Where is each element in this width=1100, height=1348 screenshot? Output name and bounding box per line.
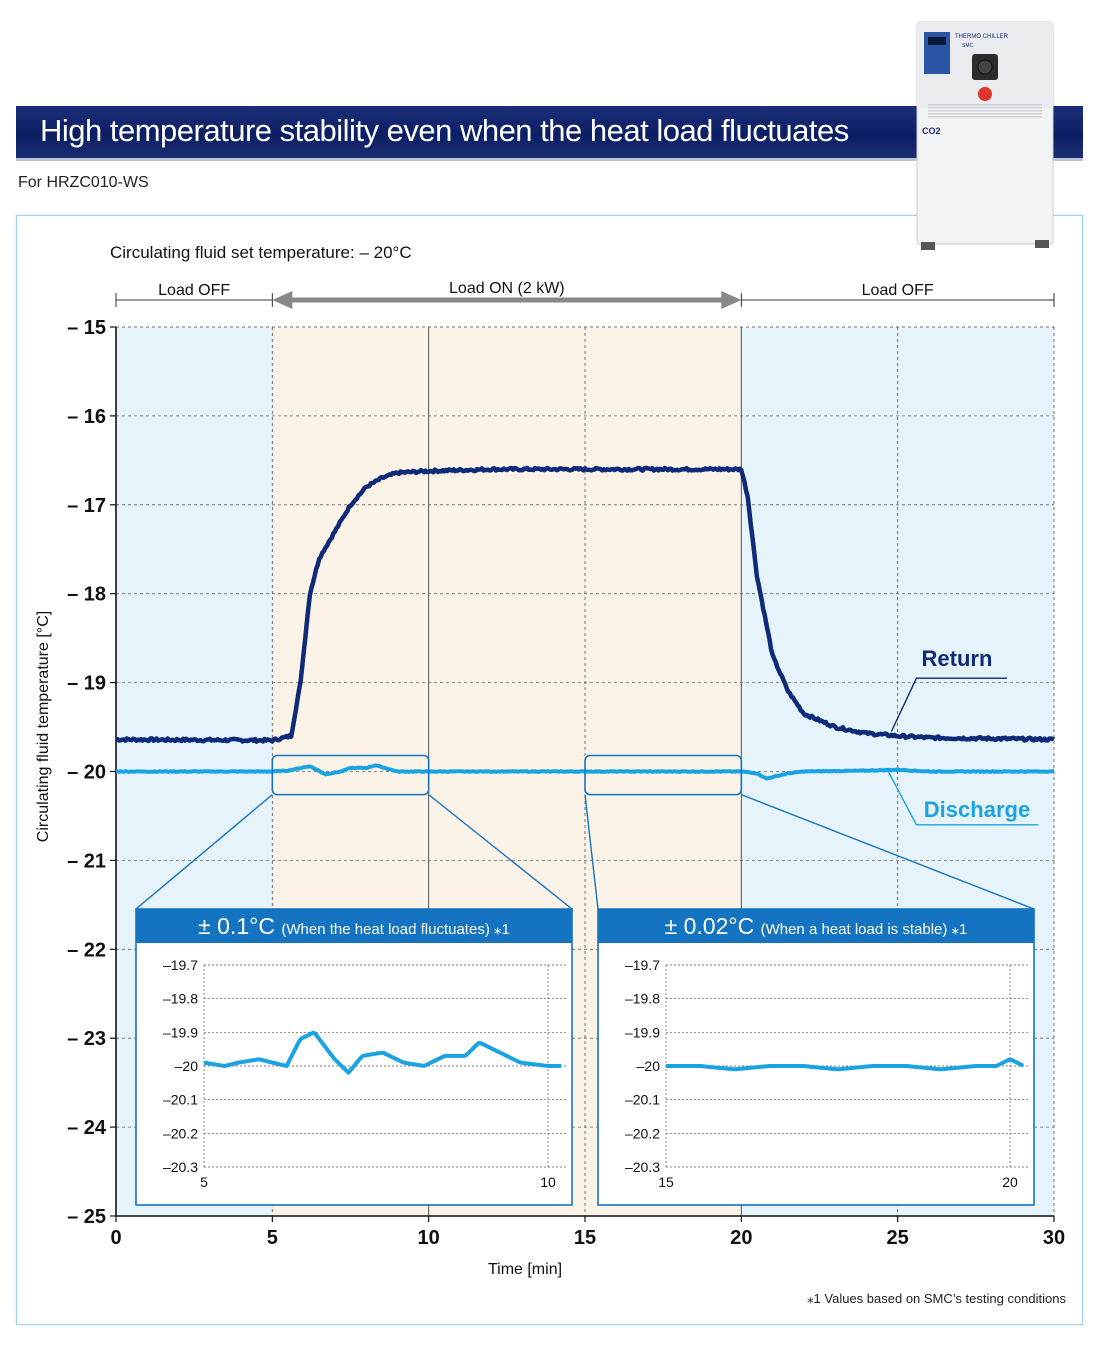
x-axis-label: Time [min]	[488, 1261, 562, 1278]
x-tick-label: 25	[887, 1227, 909, 1249]
y-tick-label: – 25	[67, 1206, 106, 1228]
legend-leader-discharge	[887, 771, 1039, 826]
inset-y-tick-label: –19.7	[625, 957, 660, 973]
x-tick-label: 5	[267, 1227, 278, 1249]
unit-vent	[928, 116, 1042, 118]
inset-title: ± 0.1°C (When the heat load fluctuates) …	[198, 913, 510, 939]
y-tick-label: – 16	[67, 406, 106, 428]
inset-y-tick-label: –19.8	[163, 991, 198, 1007]
phase-label-load-on: Load ON (2 kW)	[449, 280, 565, 297]
zoom-region-box	[271, 754, 430, 796]
inset-header	[136, 909, 572, 943]
x-tick-label: 20	[730, 1227, 752, 1249]
unit-display-screen	[928, 37, 946, 45]
inset-title: ± 0.02°C (When a heat load is stable) ⁎1	[665, 913, 968, 939]
unit-switch-knob	[977, 59, 993, 75]
zoom-region-box	[584, 754, 743, 796]
inset-y-tick-label: –19.9	[625, 1024, 660, 1040]
zoom-leader-line	[135, 794, 273, 910]
unit-vent	[928, 104, 1042, 106]
inset-x-tick-label: 15	[658, 1174, 674, 1190]
page-title: High temperature stability even when the…	[40, 113, 849, 148]
unit-label: THERMO CHILLER	[955, 34, 1009, 40]
inset-y-tick-label: –20.2	[625, 1125, 660, 1141]
arrow-left-icon	[272, 291, 293, 309]
inset-title-note: (When a heat load is stable) ⁎1	[761, 921, 968, 938]
unit-brand: SMC	[962, 43, 974, 49]
arrow-right-icon	[721, 291, 742, 309]
unit-vent	[928, 110, 1042, 112]
inset-title-value: ± 0.02°C	[665, 913, 761, 939]
inset-frame	[135, 908, 573, 1206]
zoom-leader-line	[428, 794, 573, 910]
inset-y-tick-label: –19.8	[625, 991, 660, 1007]
y-tick-label: – 19	[67, 673, 106, 695]
zoom-leader-line	[584, 794, 599, 910]
unit-wheel	[921, 242, 935, 250]
emergency-stop-icon	[978, 87, 992, 101]
x-tick-label: 15	[574, 1227, 596, 1249]
legend-label-discharge: Discharge	[924, 797, 1030, 822]
unit-wheel	[1035, 240, 1049, 248]
y-axis-label: Circulating fluid temperature [°C]	[35, 611, 52, 842]
title-banner	[16, 106, 1083, 161]
inset-series-line-discharge	[666, 1057, 1024, 1072]
unit-vent	[928, 107, 1042, 109]
y-tick-label: – 17	[67, 495, 106, 517]
inset-header	[598, 909, 1034, 943]
inset-title-note: (When the heat load fluctuates) ⁎1	[281, 921, 509, 938]
inset-y-tick-label: –20.1	[163, 1092, 198, 1108]
series-line-return	[115, 465, 1056, 744]
inset-y-tick-label: –20.2	[163, 1125, 198, 1141]
y-tick-label: – 21	[67, 850, 106, 872]
y-tick-label: – 23	[67, 1028, 106, 1050]
product-image: THERMO CHILLER SMC CO2	[916, 21, 1054, 250]
unit-vent	[928, 113, 1042, 115]
y-tick-label: – 22	[67, 939, 106, 961]
inset-series-line-discharge	[203, 1030, 562, 1075]
y-tick-label: – 18	[67, 584, 106, 606]
x-tick-label: 10	[418, 1227, 440, 1249]
unit-badge: CO2	[922, 126, 941, 136]
inset-y-tick-label: –19.9	[163, 1024, 198, 1040]
phase-label-load-off: Load OFF	[862, 282, 934, 299]
zoom-leader-line	[741, 793, 1035, 910]
inset-y-tick-label: –20.1	[625, 1092, 660, 1108]
x-tick-label: 0	[110, 1227, 121, 1249]
inset-y-tick-label: –19.7	[163, 957, 198, 973]
set-temperature-label: Circulating fluid set temperature: – 20°…	[110, 243, 412, 262]
inset-y-tick-label: –20	[637, 1058, 661, 1074]
inset-chart-2: ± 0.02°C (When a heat load is stable) ⁎1…	[597, 908, 1035, 1206]
inset-y-tick-label: –20	[175, 1058, 199, 1074]
y-tick-label: – 15	[67, 317, 106, 339]
inset-y-tick-label: –20.3	[625, 1159, 660, 1175]
y-tick-label: – 20	[67, 762, 106, 784]
legend-leader-return	[890, 677, 1008, 732]
inset-y-tick-label: –20.3	[163, 1159, 198, 1175]
model-subtitle: For HRZC010-WS	[18, 174, 149, 191]
y-tick-label: – 24	[67, 1117, 107, 1139]
inset-chart-1: ± 0.1°C (When the heat load fluctuates) …	[135, 908, 573, 1206]
legend-label-return: Return	[922, 646, 993, 671]
phase-label-load-off: Load OFF	[158, 282, 230, 299]
inset-title-value: ± 0.1°C	[198, 913, 281, 939]
inset-x-tick-label: 10	[540, 1174, 556, 1190]
inset-frame	[597, 908, 1035, 1206]
inset-x-tick-label: 20	[1002, 1174, 1018, 1190]
inset-x-tick-label: 5	[200, 1174, 208, 1190]
x-tick-label: 30	[1043, 1227, 1065, 1249]
footnote: ⁎1 Values based on SMC’s testing conditi…	[807, 1291, 1066, 1306]
